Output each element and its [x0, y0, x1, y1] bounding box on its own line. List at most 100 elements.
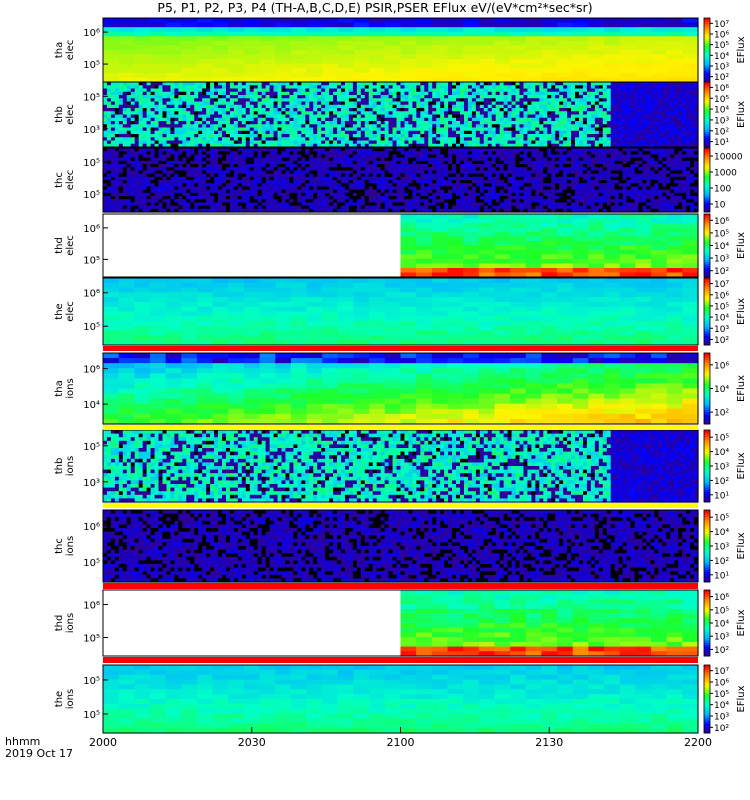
heatmap-cell: [666, 31, 683, 37]
heatmap-cell: [178, 143, 183, 148]
heatmap-cell: [344, 95, 350, 99]
heatmap-cell: [491, 134, 497, 138]
heatmap-cell: [126, 143, 132, 148]
heatmap-cell: [114, 140, 120, 145]
heatmap-cell: [511, 91, 517, 96]
heatmap-cell: [313, 134, 318, 138]
heatmap-cell: [420, 114, 425, 119]
heatmap-cell: [106, 88, 112, 93]
heatmap-cell: [313, 108, 318, 112]
heatmap-cell: [400, 59, 417, 65]
heatmap-cell: [515, 104, 521, 109]
heatmap-cell: [170, 130, 175, 135]
heatmap-cell: [436, 111, 441, 116]
heatmap-cell: [404, 127, 410, 132]
heatmap-cell: [233, 82, 239, 86]
heatmap-cell: [396, 85, 402, 90]
heatmap-cell: [290, 59, 308, 65]
heatmap-cell: [352, 101, 358, 106]
heatmap-cell: [388, 121, 394, 125]
heatmap-cell: [440, 82, 445, 86]
heatmap-cell: [487, 98, 493, 103]
heatmap-cell: [510, 45, 527, 51]
heatmap-cell: [635, 68, 652, 74]
heatmap-cell: [369, 45, 386, 51]
heatmap-cell: [555, 114, 560, 119]
heatmap-cell: [317, 88, 322, 93]
heatmap-cell: [515, 127, 521, 132]
heatmap-cell: [265, 95, 271, 99]
heatmap-cell: [290, 77, 308, 83]
heatmap-cell: [416, 50, 433, 56]
heatmap-cell: [384, 77, 402, 83]
heatmap-cell: [519, 98, 525, 103]
heatmap-cell: [392, 104, 398, 109]
heatmap-cell: [337, 95, 342, 99]
heatmap-cell: [539, 137, 544, 142]
heatmap-cell: [588, 72, 605, 79]
heatmap-cell: [118, 59, 135, 65]
heatmap-cell: [424, 114, 429, 119]
heatmap-cell: [269, 134, 275, 138]
heatmap-cell: [317, 134, 322, 138]
heatmap-cell: [181, 77, 198, 83]
heatmap-cell: [368, 134, 374, 138]
heatmap-cell: [196, 72, 214, 79]
heatmap-cell: [325, 130, 330, 135]
heatmap-cell: [431, 54, 449, 60]
heatmap-cell: [309, 143, 314, 148]
heatmap-cell: [218, 85, 223, 90]
heatmap-cell: [289, 134, 294, 138]
heatmap-cell: [604, 72, 621, 79]
heatmap-cell: [428, 117, 433, 122]
heatmap-cell: [174, 85, 179, 90]
heatmap-cell: [478, 31, 496, 37]
heatmap-cell: [297, 143, 302, 148]
heatmap-cell: [475, 101, 481, 106]
heatmap-cell: [495, 127, 501, 132]
heatmap-cell: [313, 104, 318, 109]
heatmap-cell: [146, 130, 152, 135]
heatmap-cell: [265, 104, 271, 109]
heatmap-cell: [249, 111, 255, 116]
heatmap-cell: [515, 101, 521, 106]
heatmap-cell: [541, 40, 558, 47]
heatmap-cell: [259, 54, 276, 60]
heatmap-cell: [380, 124, 386, 129]
heatmap-cell: [456, 98, 461, 103]
heatmap-cell: [243, 77, 261, 83]
heatmap-cell: [166, 134, 172, 138]
heatmap-cell: [305, 101, 310, 106]
heatmap-cell: [471, 143, 477, 148]
heatmap-cell: [452, 117, 457, 122]
heatmap-cell: [384, 114, 390, 119]
heatmap-cell: [436, 117, 441, 122]
heatmap-cell: [181, 27, 198, 33]
heatmap-cell: [555, 85, 560, 90]
heatmap-cell: [463, 121, 469, 125]
heatmap-cell: [412, 143, 417, 148]
heatmap-cell: [483, 101, 489, 106]
heatmap-cell: [138, 121, 144, 125]
heatmap-cell: [337, 88, 342, 93]
heatmap-cell: [134, 114, 140, 119]
heatmap-cell: [557, 36, 574, 42]
heatmap-cell: [178, 140, 183, 145]
heatmap-cell: [510, 59, 527, 65]
heatmap-cell: [635, 40, 652, 47]
heatmap-cell: [499, 91, 505, 96]
heatmap-cell: [277, 127, 283, 132]
heatmap-cell: [126, 127, 132, 132]
heatmap-cell: [174, 88, 179, 93]
heatmap-cell: [212, 77, 229, 83]
heatmap-cell: [321, 98, 326, 103]
heatmap-cell: [447, 50, 464, 56]
heatmap-cell: [510, 27, 527, 33]
y-axis-label: elec: [65, 40, 76, 61]
heatmap-cell: [388, 137, 394, 142]
heatmap-cell: [174, 127, 179, 132]
heatmap-cell: [158, 88, 164, 93]
colorbar-segment: [704, 24, 710, 28]
heatmap-cell: [416, 134, 421, 138]
heatmap-cell: [275, 18, 292, 24]
